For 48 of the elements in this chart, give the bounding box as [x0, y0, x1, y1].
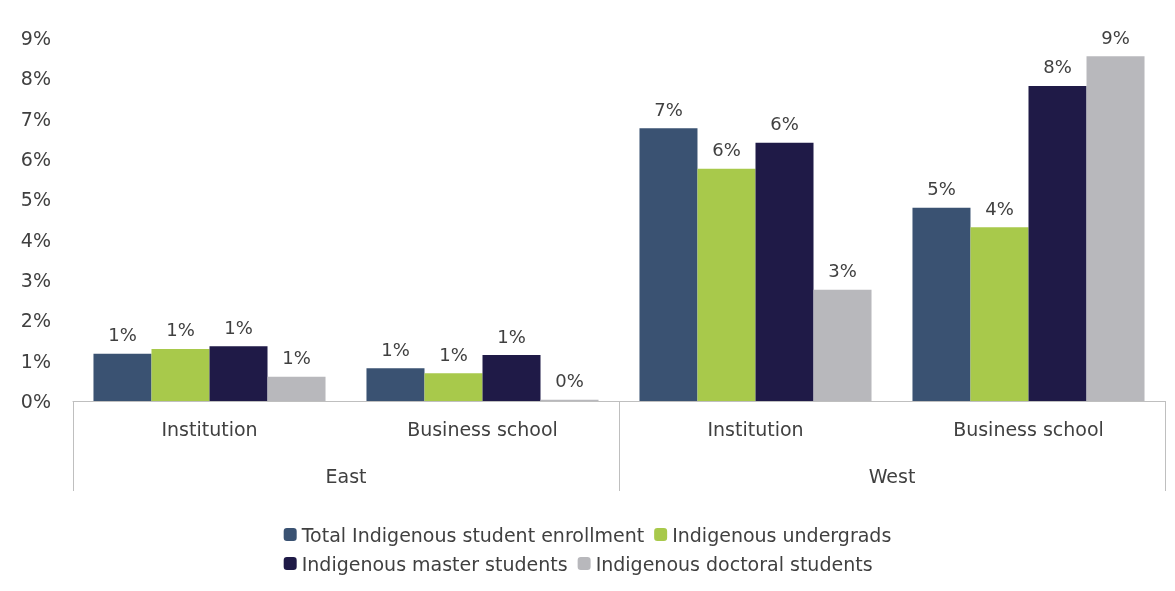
text: East [325, 464, 367, 487]
y-tick-label: 4% [20, 228, 51, 251]
legend-label: Indigenous undergrads [672, 523, 892, 546]
data-label: 3% [828, 260, 857, 282]
y-tick-label: 8% [20, 67, 51, 90]
data-label: 6% [770, 113, 799, 135]
bar [755, 142, 814, 401]
y-tick-label: 6% [20, 148, 51, 170]
data-label: 6% [712, 139, 741, 161]
y-tick-label: 0% [20, 390, 51, 412]
bar [482, 355, 541, 401]
y-tick-label: 9% [20, 27, 51, 49]
x-tick-label: Institution [161, 417, 258, 440]
data-label: 1% [108, 324, 137, 346]
bar [209, 346, 268, 401]
legend-label: Indigenous doctoral students [595, 552, 873, 575]
bar [970, 227, 1029, 401]
bar [912, 207, 971, 401]
y-tick-label: 3% [20, 269, 51, 291]
data-label: 9% [1101, 26, 1130, 48]
data-label: 1% [497, 325, 526, 347]
bar [639, 128, 698, 401]
data-label: 7% [654, 98, 683, 120]
data-label: 0% [555, 370, 584, 392]
x-tick-label: Business school [407, 417, 558, 440]
data-label: 1% [224, 316, 253, 338]
y-tick-label: 2% [20, 309, 51, 332]
data-label: 5% [927, 178, 956, 200]
data-label: 1% [282, 347, 311, 369]
data-label: 1% [439, 343, 468, 365]
x-tick-label: Institution [707, 417, 804, 440]
y-tick-label: 5% [20, 188, 51, 211]
y-tick-label: 1% [20, 349, 51, 372]
bar [366, 368, 425, 401]
text: West [868, 464, 916, 487]
bar [1028, 86, 1087, 401]
bar [424, 373, 483, 401]
y-tick-label: 7% [20, 107, 51, 130]
legend-label: Indigenous master students [301, 552, 568, 575]
data-label: 1% [381, 338, 410, 360]
bar [697, 168, 756, 401]
x-tick-label: Business school [953, 417, 1104, 440]
bar [151, 348, 210, 401]
data-label: 4% [985, 197, 1014, 219]
bar [93, 353, 152, 401]
data-label: 1% [166, 319, 195, 341]
legend-label: Total Indigenous student enrollment [300, 523, 645, 546]
data-label: 8% [1043, 56, 1072, 78]
